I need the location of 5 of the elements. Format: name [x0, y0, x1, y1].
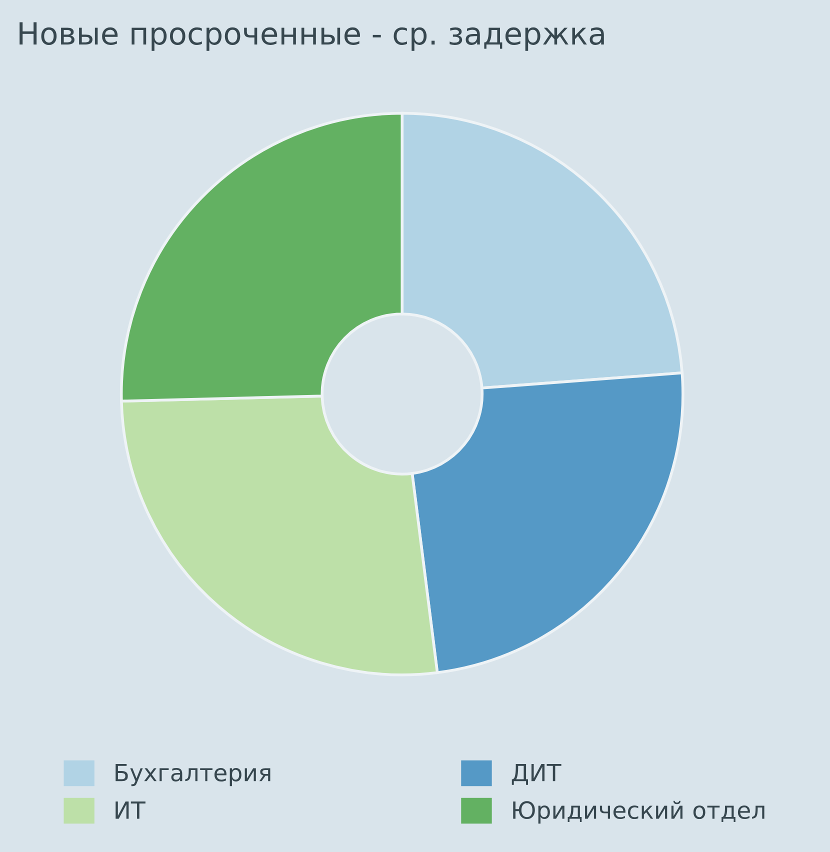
legend-label: Юридический отдел — [513, 800, 764, 824]
chart-title: Новые просроченные - ср. задержка — [20, 22, 604, 51]
legend-label: Бухгалтерия — [116, 764, 270, 786]
legend-label: ДИТ — [512, 764, 562, 785]
legend-label: ИТ — [116, 801, 146, 819]
